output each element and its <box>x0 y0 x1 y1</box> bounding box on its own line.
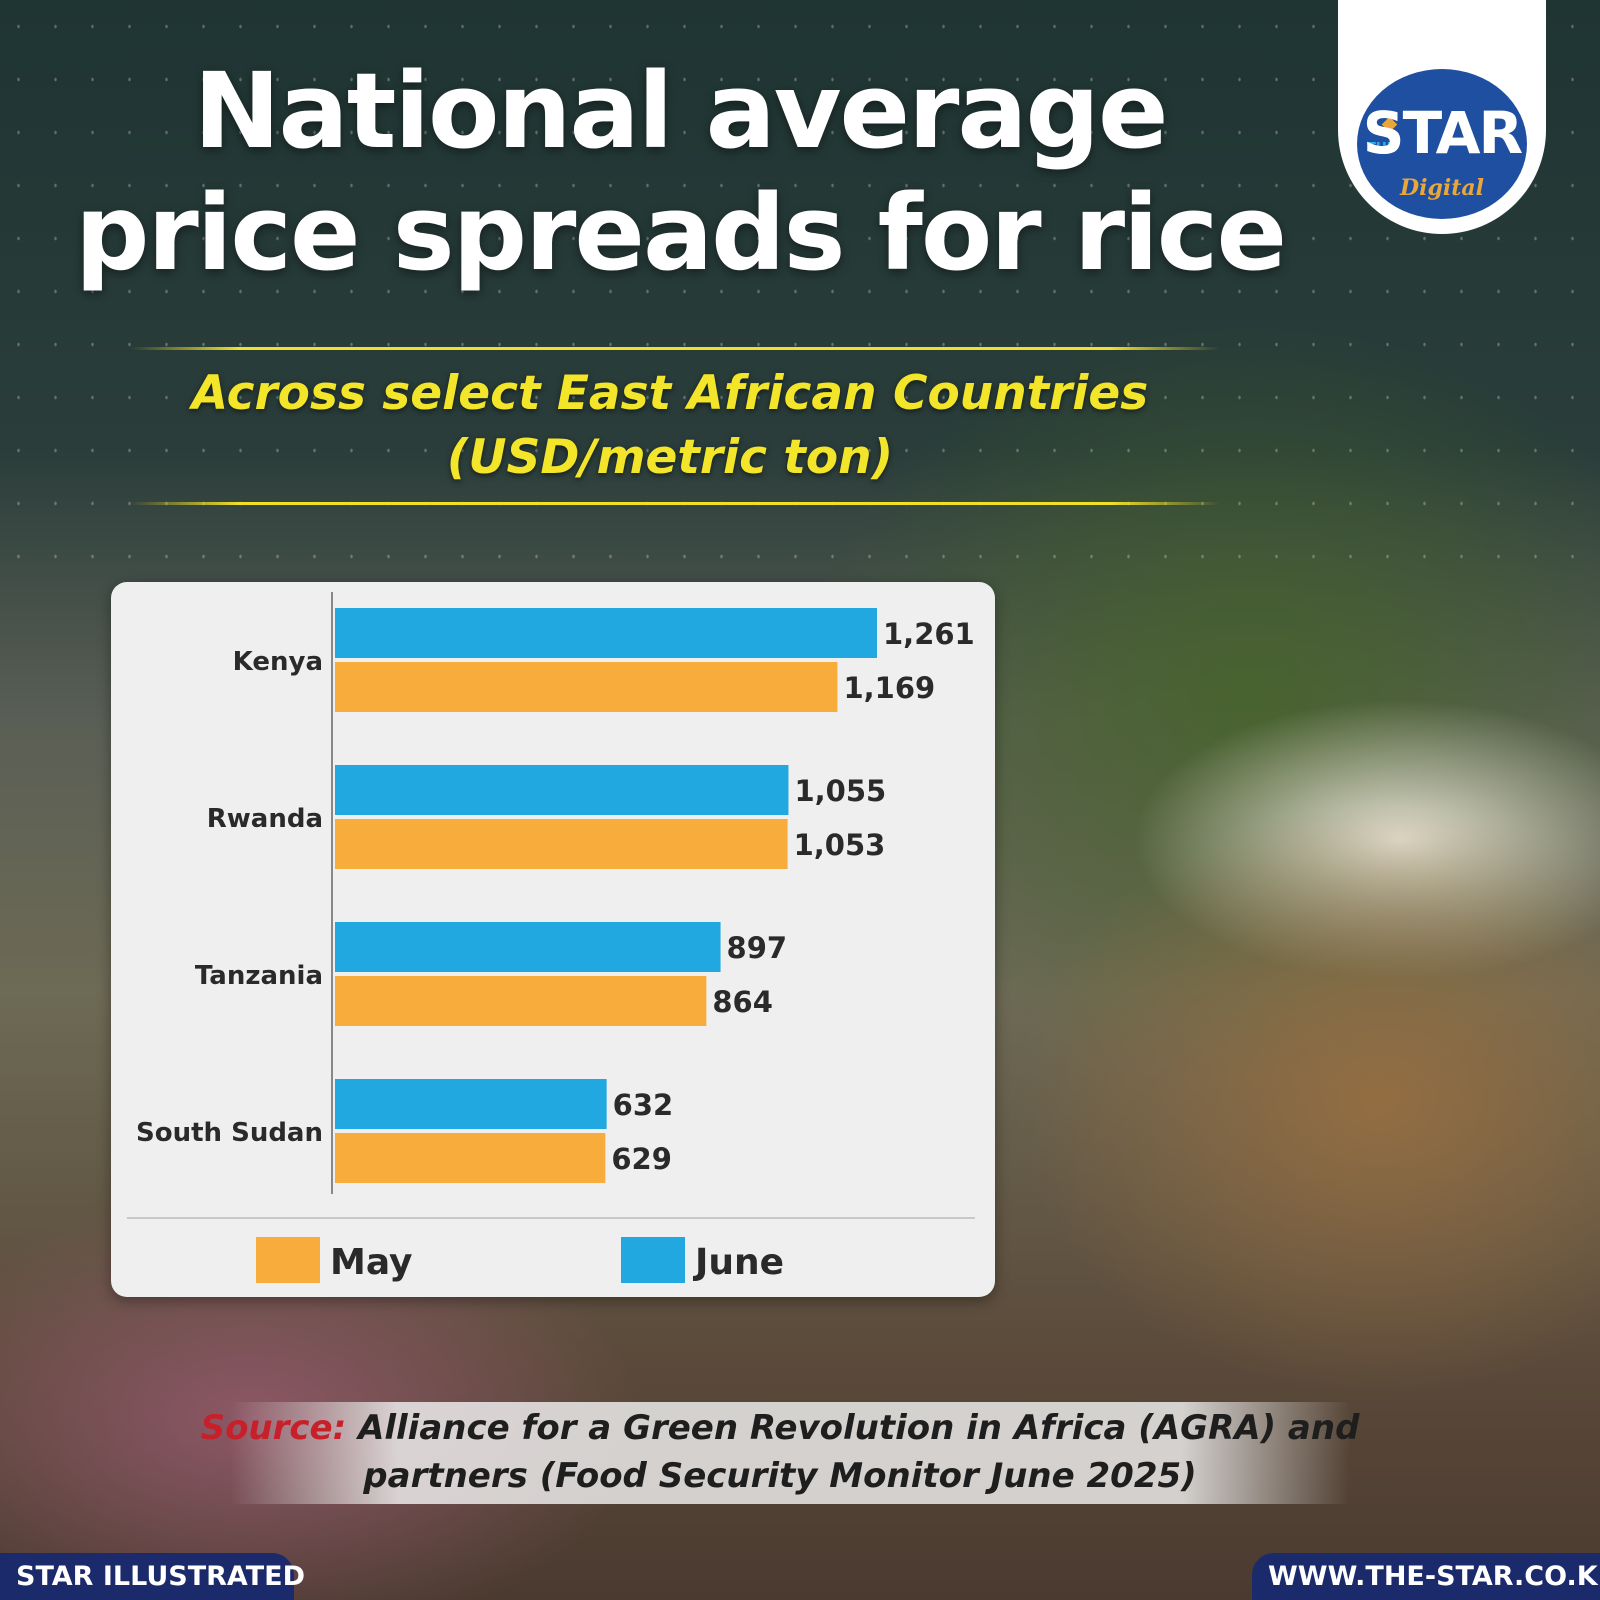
category-label: Kenya <box>233 647 323 677</box>
data-label: 629 <box>611 1142 672 1176</box>
data-label: 1,055 <box>794 774 886 808</box>
chart-card: Kenya 1,261 1,169 Rwanda 1,055 1,053 Tanzania 8… <box>111 582 995 1297</box>
bar-chart: Kenya 1,261 1,169 Rwanda 1,055 1,053 Tanzania 8… <box>127 592 975 1283</box>
source-line-2: partners (Food Security Monitor June 202… <box>363 1456 1197 1496</box>
bar-june <box>335 1079 607 1129</box>
legend-swatch-may <box>256 1237 320 1283</box>
category-label: Tanzania <box>195 961 323 991</box>
logo-the-text: THE <box>1367 141 1396 156</box>
legend-label-june: June <box>692 1242 784 1283</box>
bar-may <box>335 1133 606 1183</box>
source-band <box>230 1402 1350 1504</box>
bar-june <box>335 765 789 815</box>
star-digital-logo[interactable]: THE STAR Digital <box>1338 0 1546 234</box>
title-line-1: National average <box>193 50 1168 172</box>
subtitle: Across select East African Countries (US… <box>0 362 1340 490</box>
data-label: 864 <box>712 985 773 1019</box>
subtitle-top-rule <box>130 347 1220 350</box>
data-label: 632 <box>613 1088 674 1122</box>
bar-june <box>335 608 877 658</box>
subtitle-line-2: (USD/metric ton) <box>446 430 894 485</box>
bar-may <box>335 662 838 712</box>
logo-digital-text: Digital <box>1400 175 1484 201</box>
subtitle-bottom-rule <box>130 502 1220 505</box>
category-label: South Sudan <box>136 1118 323 1148</box>
page-title: National average price spreads for rice <box>0 50 1360 294</box>
legend-label-may: May <box>330 1242 412 1283</box>
category-label: Rwanda <box>207 804 323 834</box>
bar-may <box>335 976 707 1026</box>
data-label: 897 <box>727 931 788 965</box>
data-label: 1,053 <box>794 828 886 862</box>
logo-star-text: STAR <box>1362 99 1523 167</box>
bar-june <box>335 922 721 972</box>
data-label: 1,169 <box>843 671 935 705</box>
data-label: 1,261 <box>883 617 975 651</box>
subtitle-line-1: Across select East African Countries <box>191 366 1149 421</box>
logo-circle: THE STAR Digital <box>1357 69 1527 219</box>
source-label: Source: <box>200 1408 347 1448</box>
footer-star-illustrated: STAR ILLUSTRATED <box>0 1553 305 1600</box>
bar-may <box>335 819 788 869</box>
legend-swatch-june <box>621 1237 685 1283</box>
source-line-1: Alliance for a Green Revolution in Afric… <box>358 1408 1360 1448</box>
footer-website-link[interactable]: WWW.THE-STAR.CO.KE <box>1252 1553 1600 1600</box>
title-line-2: price spreads for rice <box>75 172 1287 294</box>
starry-sky <box>0 0 1600 600</box>
source-note: Source: Alliance for a Green Revolution … <box>0 1404 1560 1500</box>
